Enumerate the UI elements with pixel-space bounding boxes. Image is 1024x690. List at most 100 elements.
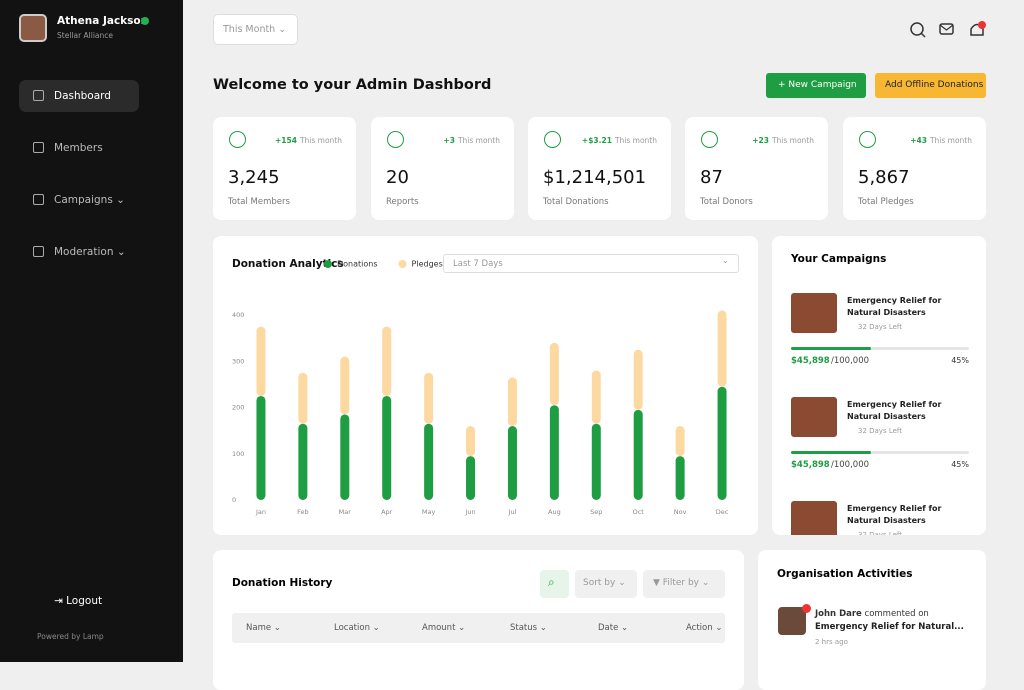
bar-segment: [298, 372, 308, 424]
bar-segment: [591, 423, 601, 500]
nav-item[interactable]: Members: [19, 132, 139, 164]
bar-segment: [717, 310, 727, 387]
bar-segment: [549, 405, 559, 500]
bar-segment: [633, 409, 643, 500]
nav-item[interactable]: Campaigns ⌄: [19, 184, 139, 216]
new-campaign-button[interactable]: + New Campaign: [766, 73, 866, 98]
sort-button[interactable]: Sort by ⌄: [575, 570, 637, 598]
nav-label: Dashboard: [54, 90, 111, 102]
bar-segment: [549, 342, 559, 406]
bar-segment: [466, 426, 476, 457]
x-tick-label: Sep: [590, 508, 602, 516]
history-title: Donation History: [232, 577, 333, 589]
nav-item[interactable]: Moderation ⌄: [19, 236, 139, 268]
header-icons[interactable]: [905, 18, 990, 42]
stat-label: Reports: [386, 197, 419, 207]
offline-donation-button[interactable]: Add Offline Donations: [875, 73, 986, 98]
stat-icon: [387, 131, 404, 148]
column-header[interactable]: Amount ⌄: [422, 623, 466, 633]
user-org: Stellar Alliance: [57, 31, 114, 40]
stat-delta: +154 This month: [275, 136, 342, 145]
nav-label: Moderation: [54, 246, 114, 258]
bar-segment: [298, 423, 308, 500]
stat-delta: +23 This month: [752, 136, 814, 145]
stat-value: 3,245: [228, 167, 280, 188]
bar-segment: [633, 349, 643, 410]
stat-card: +154 This month 3,245 Total Members: [213, 117, 356, 220]
campaign-percent: 45%: [951, 356, 969, 365]
activities-title: Organisation Activities: [777, 568, 913, 580]
bar-segment: [256, 326, 266, 396]
bar-segment: [591, 370, 601, 424]
campaigns-card: Your Campaigns Emergency Relief for Natu…: [772, 236, 986, 535]
campaign-raised: $45,898: [791, 460, 830, 470]
column-header[interactable]: Status ⌄: [510, 623, 547, 633]
column-header[interactable]: Name ⌄: [246, 623, 281, 633]
column-header[interactable]: Date ⌄: [598, 623, 629, 633]
delta-value: +3: [443, 136, 455, 145]
activity-user: John Dare: [815, 609, 862, 619]
stat-value: 20: [386, 167, 409, 188]
campaign-name: Emergency Relief for Natural Disasters: [847, 504, 942, 525]
avatar: [19, 14, 47, 42]
logout-label: Logout: [66, 595, 103, 607]
period-label: This Month: [223, 24, 276, 35]
stat-icon: [544, 131, 561, 148]
stat-label: Total Donors: [700, 197, 753, 207]
y-tick-label: 200: [232, 404, 244, 412]
stat-icon: [859, 131, 876, 148]
x-tick-label: Jan: [255, 508, 266, 516]
bar-segment: [424, 372, 434, 424]
progress-fill: [791, 451, 872, 454]
filter-label: Filter by: [662, 578, 699, 588]
stat-icon: [701, 131, 718, 148]
admin-dashboard: Athena Jackson Stellar Alliance Dashboar…: [0, 0, 990, 690]
delta-value: +43: [910, 136, 927, 145]
delta-value: +$3.21: [581, 136, 612, 145]
legend-swatch: [398, 260, 407, 268]
progress-track: [791, 347, 969, 350]
x-tick-label: May: [422, 508, 436, 516]
progress-fill: [791, 347, 872, 350]
nav-label: Members: [54, 142, 103, 154]
stat-delta: +3 This month: [443, 136, 500, 145]
filter-button[interactable]: ▼ Filter by ⌄: [643, 570, 725, 598]
stat-card: +23 This month 87 Total Donors: [685, 117, 828, 220]
bar-segment: [507, 426, 517, 500]
stat-label: Total Pledges: [858, 197, 914, 207]
column-header[interactable]: Location ⌄: [334, 623, 380, 633]
column-header[interactable]: Action ⌄: [686, 623, 723, 633]
y-tick-label: 400: [232, 311, 244, 319]
x-tick-label: Jul: [508, 508, 517, 516]
stat-label: Total Members: [228, 197, 290, 207]
campaign-days: 32 Days Left: [858, 323, 902, 331]
chart: Donation Analytics 0 100 200 300 400 Donation…: [232, 258, 729, 516]
x-tick-label: Nov: [674, 508, 687, 516]
period-select[interactable]: This Month ⌄: [213, 14, 298, 45]
legend-label: Pledges: [412, 260, 443, 269]
stat-value: 5,867: [858, 167, 910, 188]
campaign-image: [791, 397, 837, 437]
bar-segment: [717, 386, 727, 500]
chart-title: Donation Analytics: [232, 258, 344, 270]
activity-target: Emergency Relief for Natural...: [815, 622, 964, 632]
campaign-name: Emergency Relief for Natural Disasters: [847, 400, 942, 421]
campaign-raised: $45,898: [791, 356, 830, 366]
user-name: Athena Jackson: [57, 15, 149, 27]
stat-card: +$3.21 This month $1,214,501 Total Donation…: [528, 117, 671, 220]
search-button[interactable]: ⌕: [540, 570, 569, 598]
y-tick-label: 100: [232, 450, 244, 458]
analytics-card: Donation Analytics 0 100 200 300 400 Donation…: [213, 236, 758, 535]
delta-label: This month: [929, 136, 972, 145]
sidebar: Athena Jackson Stellar Alliance Dashboar…: [0, 0, 183, 662]
bar-segment: [382, 326, 392, 396]
x-tick-label: Feb: [297, 508, 309, 516]
stat-value: 87: [700, 167, 723, 188]
delta-label: This month: [299, 136, 342, 145]
progress-track: [791, 451, 969, 454]
nav-item[interactable]: Dashboard: [19, 80, 139, 112]
logout[interactable]: ⇥ Logout: [54, 595, 103, 607]
bar-segment: [675, 456, 685, 500]
range-select[interactable]: Last 7 Days ⌄: [443, 254, 739, 273]
campaign-goal: /100,000: [831, 356, 870, 366]
